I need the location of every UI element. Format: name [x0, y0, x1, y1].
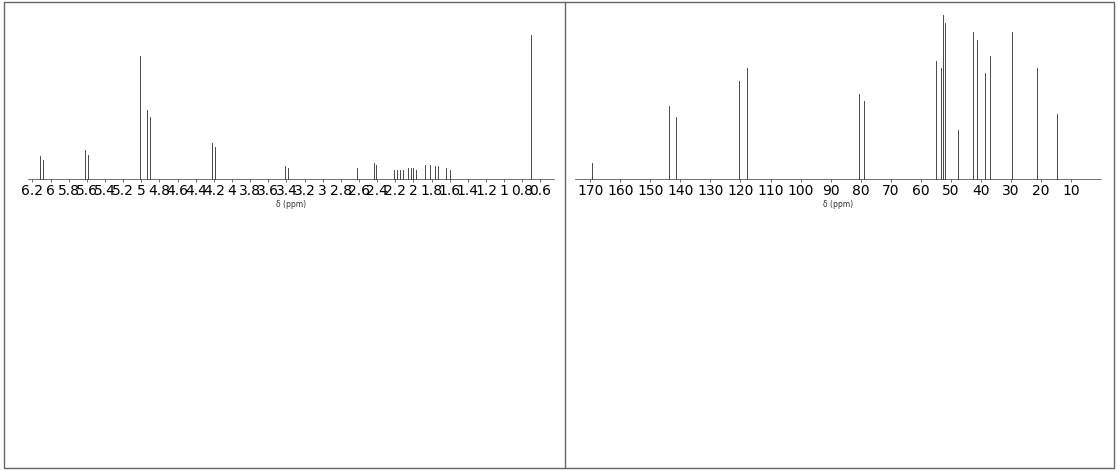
X-axis label: δ (ppm): δ (ppm) [276, 200, 306, 209]
X-axis label: δ (ppm): δ (ppm) [823, 200, 853, 209]
